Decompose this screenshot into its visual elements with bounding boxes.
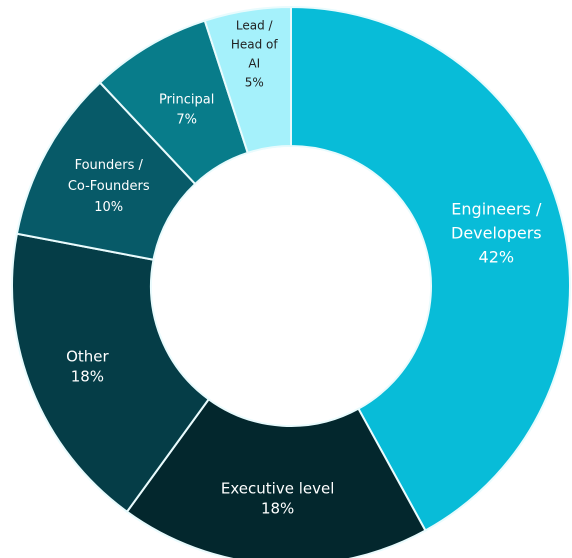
category-label-executive-level: Executive level [221, 479, 334, 497]
donut-hole [152, 147, 430, 425]
category-label-principal: Principal [159, 92, 214, 107]
slice-other [11, 232, 211, 514]
label-engineers-developers: Engineers / Developers 42% [451, 199, 542, 266]
value-label-lead-head-of-ai: 5% [245, 75, 264, 89]
label-other: Other 18% [66, 347, 109, 385]
category-label-lead-head-of-ai: AI [248, 56, 260, 70]
label-principal: Principal 7% [159, 92, 214, 127]
label-executive-level: Executive level 18% [221, 479, 334, 517]
slice-executive-level [125, 397, 427, 558]
label-founders-co-founders: Founders / Co-Founders 10% [68, 157, 150, 214]
category-label-founders-co-founders: Co-Founders [68, 178, 150, 193]
value-label-executive-level: 18% [261, 499, 294, 517]
value-label-engineers-developers: 42% [479, 247, 515, 266]
category-label-other: Other [66, 347, 109, 365]
slice-engineers-developers [290, 5, 571, 532]
slices-layer [11, 5, 571, 558]
category-label-founders-co-founders: Founders / [75, 157, 144, 172]
category-label-lead-head-of-ai: Lead / [236, 18, 274, 32]
category-label-lead-head-of-ai: Head of [231, 37, 279, 51]
slice-lead-head-of-ai [203, 5, 292, 155]
value-label-founders-co-founders: 10% [94, 199, 123, 214]
label-lead-head-of-ai: Lead / Head of AI 5% [231, 18, 279, 89]
value-label-principal: 7% [176, 112, 197, 127]
value-label-other: 18% [71, 367, 104, 385]
category-label-engineers-developers: Engineers / [451, 199, 542, 218]
labels-layer: Engineers / Developers 42% Executive level 1… [66, 18, 542, 517]
category-label-engineers-developers: Developers [451, 223, 542, 242]
